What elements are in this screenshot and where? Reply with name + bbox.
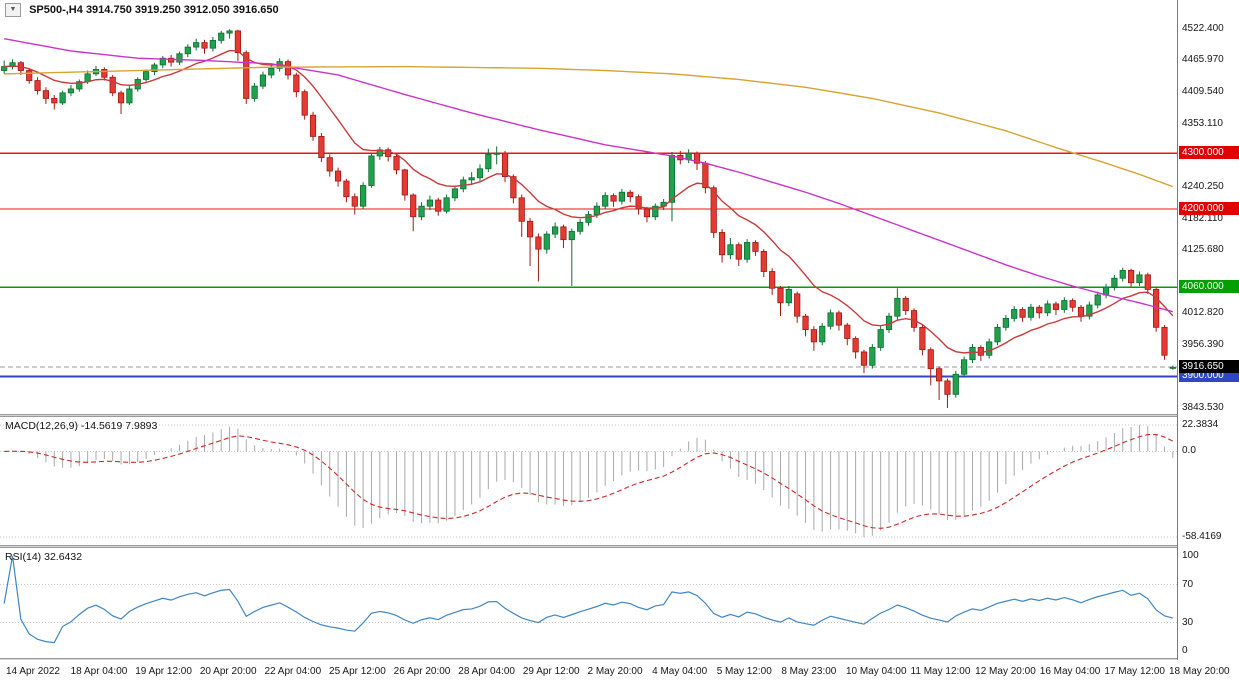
time-label: 16 May 04:00 [1039, 666, 1101, 677]
price-tick: 4240.250 [1182, 180, 1224, 192]
time-label: 28 Apr 04:00 [458, 666, 515, 677]
rsi-value: 32.6432 [44, 551, 83, 563]
panel-separator[interactable] [0, 545, 1239, 548]
time-label: 12 May 20:00 [975, 666, 1036, 677]
macd-name: MACD(12,26,9) [5, 420, 78, 432]
macd-chart[interactable] [0, 417, 1177, 545]
price-tick: 4012.820 [1182, 307, 1224, 319]
time-label: 5 May 12:00 [716, 666, 772, 677]
time-label: 18 May 20:00 [1169, 666, 1230, 677]
macd-values: -14.5619 7.9893 [80, 420, 158, 432]
macd-label-bar: MACD(12,26,9) -14.5619 7.9893 [5, 420, 157, 432]
chart-dropdown-button[interactable]: ▼ [5, 3, 21, 17]
price-tick: 22.3834 [1182, 418, 1219, 430]
price-tick: -58.4169 [1182, 531, 1222, 543]
price-badge: 4200.000 [1179, 201, 1239, 215]
price-tick: 0.0 [1182, 445, 1196, 457]
time-label: 17 May 12:00 [1104, 666, 1165, 677]
time-label: 19 Apr 12:00 [135, 666, 192, 677]
time-label: 29 Apr 12:00 [522, 666, 580, 677]
price-chart-panel[interactable]: ▼ SP500-,H4 3914.750 3919.250 3912.050 3… [0, 0, 1177, 414]
price-tick: 4465.970 [1182, 54, 1224, 66]
panel-separator[interactable] [0, 414, 1239, 417]
price-badge: 4060.000 [1179, 280, 1239, 294]
time-label: 18 Apr 04:00 [70, 666, 128, 677]
price-tick: 4125.680 [1182, 244, 1224, 256]
rsi-panel[interactable]: RSI(14) 32.6432 [0, 548, 1177, 658]
time-label: 8 May 23:00 [781, 666, 837, 677]
price-tick: 4353.110 [1182, 117, 1223, 129]
rsi-chart[interactable] [0, 548, 1177, 658]
price-tick: 4182.110 [1182, 212, 1223, 224]
ohlc-values: 3914.750 3919.250 3912.050 3916.650 [85, 3, 279, 16]
time-label: 4 May 04:00 [652, 666, 708, 677]
time-axis[interactable]: 14 Apr 2022 18 Apr 04:00 19 Apr 12:00 20 Ap… [0, 660, 1239, 692]
price-tick: 3843.530 [1182, 402, 1224, 413]
panel-separator [0, 658, 1239, 660]
price-tick: 0 [1182, 645, 1188, 656]
macd-panel[interactable]: MACD(12,26,9) -14.5619 7.9893 [0, 417, 1177, 545]
price-tick: 4409.540 [1182, 85, 1224, 97]
time-label: 11 May 12:00 [910, 666, 971, 677]
time-label: 10 May 04:00 [845, 666, 907, 677]
time-label: 14 Apr 2022 [6, 666, 60, 677]
price-badge: 3916.650 [1179, 360, 1239, 374]
time-label: 2 May 20:00 [587, 666, 643, 677]
time-label: 25 Apr 12:00 [329, 666, 386, 677]
price-tick: 100 [1182, 550, 1199, 561]
time-label: 22 Apr 04:00 [264, 666, 322, 677]
symbol-info-bar: ▼ SP500-,H4 3914.750 3919.250 3912.050 3… [5, 3, 279, 17]
time-label: 20 Apr 20:00 [199, 666, 257, 677]
rsi-name: RSI(14) [5, 551, 42, 563]
price-tick: 70 [1182, 578, 1194, 590]
price-tick: 4522.400 [1182, 22, 1224, 34]
price-badge: 4300.000 [1179, 146, 1239, 160]
price-axis[interactable]: 4522.400 4465.970 4409.540 4353.110 4240.250… [1177, 0, 1239, 660]
price-tick: 3956.390 [1182, 339, 1224, 350]
price-tick: 30 [1182, 616, 1194, 628]
time-label: 26 Apr 20:00 [393, 666, 451, 677]
rsi-label-bar: RSI(14) 32.6432 [5, 551, 82, 563]
candlestick-chart[interactable] [0, 0, 1177, 414]
symbol-label: SP500-,H4 [29, 3, 83, 16]
